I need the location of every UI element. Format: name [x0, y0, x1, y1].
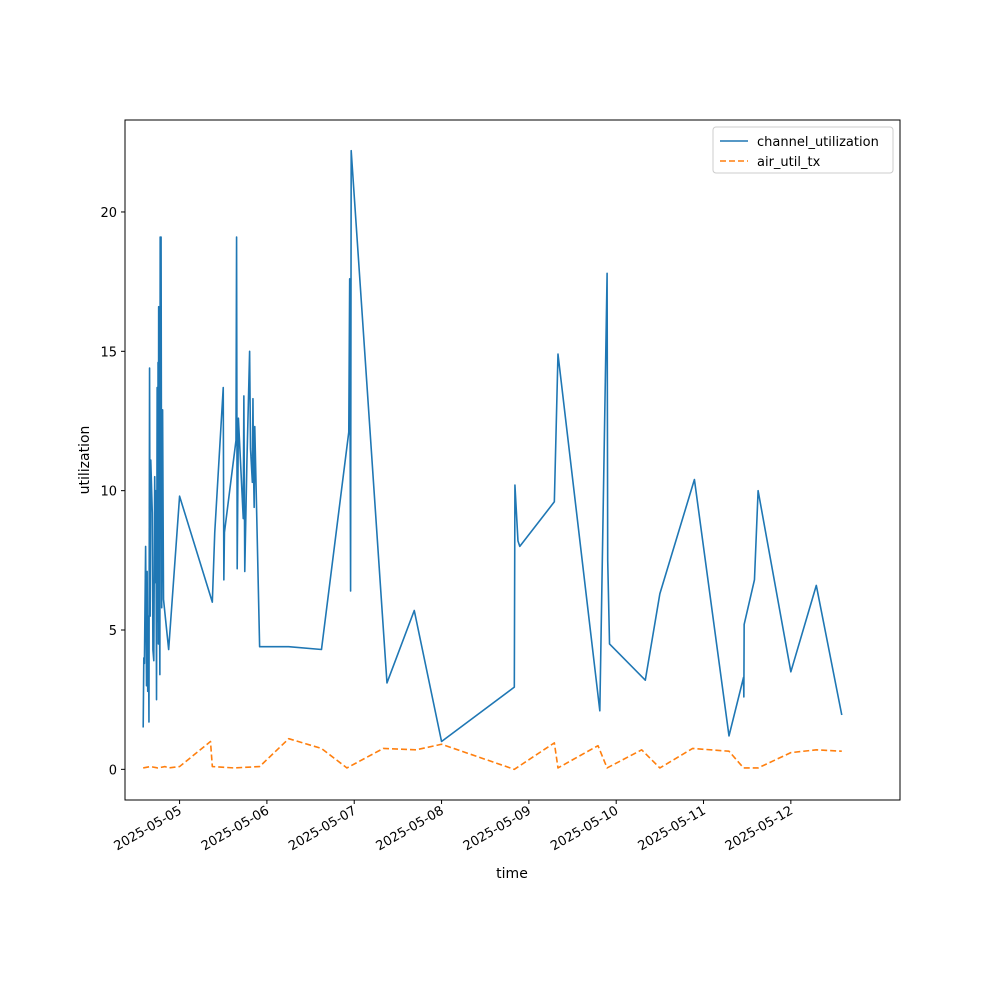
x-axis-label: time [496, 866, 528, 882]
legend-box [712, 126, 894, 174]
x-tick-label: 2025-05-08 [374, 803, 447, 854]
plot-area [124, 119, 901, 801]
y-axis-label: utilization [77, 426, 93, 495]
legend: channel_utilization air_util_tx [712, 126, 894, 174]
y-tick-label: 0 [109, 763, 117, 778]
y-axis-ticks: 0 5 10 15 20 [100, 206, 125, 778]
x-tick-label: 2025-05-09 [461, 803, 534, 854]
x-axis-ticks: 2025-05-05 2025-05-06 2025-05-07 2025-05-08… [112, 800, 796, 854]
y-tick-label: 10 [100, 485, 117, 500]
series-line-channel-utilization [142, 149, 843, 743]
x-tick-label: 2025-05-05 [112, 803, 185, 854]
x-tick-label: 2025-05-10 [548, 803, 621, 854]
axes-frame [124, 119, 901, 801]
legend-label: air_util_tx [757, 155, 821, 170]
y-tick-label: 15 [100, 345, 117, 360]
legend-label: channel_utilization [757, 135, 879, 150]
series-layer [142, 149, 843, 771]
y-tick-label: 5 [109, 624, 117, 639]
y-tick-label: 20 [100, 206, 117, 221]
x-tick-label: 2025-05-12 [723, 803, 796, 854]
x-tick-label: 2025-05-07 [286, 803, 359, 854]
x-tick-label: 2025-05-11 [636, 803, 709, 854]
x-tick-label: 2025-05-06 [199, 803, 272, 854]
series-line-air-util-tx [143, 737, 842, 771]
